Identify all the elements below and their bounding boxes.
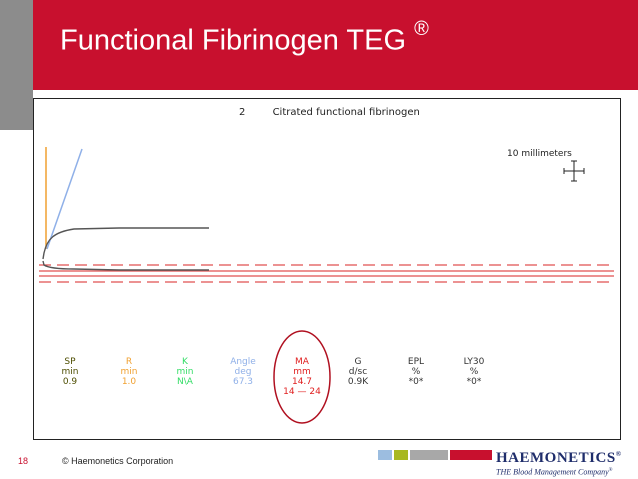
param-unit: % <box>469 367 479 377</box>
param-name: EPL <box>407 357 425 367</box>
teg-trace-lower <box>42 260 209 271</box>
param-unit: deg <box>234 367 252 377</box>
param-value: 67.3 <box>232 377 254 387</box>
swatch <box>394 450 408 460</box>
param-value: 1.0 <box>121 377 137 387</box>
logo-brand: HAEMONETICS® <box>496 450 622 466</box>
slide-title: Functional Fibrinogen TEG ® <box>60 18 429 58</box>
logo-tagline: THE Blood Management Company® <box>496 467 613 477</box>
slide-title-text: Functional Fibrinogen TEG <box>60 24 407 57</box>
swatch <box>378 450 392 460</box>
param-unit: % <box>411 367 421 377</box>
param-value: N\A <box>177 377 193 387</box>
param-value: *0* <box>466 377 482 387</box>
param-value: 0.9K <box>347 377 369 387</box>
registered-mark: ® <box>414 18 429 40</box>
param-range: 14 — 24 <box>283 387 321 397</box>
slide-number: 18 <box>18 456 29 466</box>
channel-number: 2 <box>239 107 246 118</box>
title-bar <box>33 0 638 90</box>
param-name: Angle <box>230 357 256 367</box>
angle-line <box>46 148 83 250</box>
scale-label: 10 millimeters <box>507 149 572 159</box>
param-unit: d/sc <box>348 367 368 377</box>
param-sp: SP min 0.9 <box>45 357 95 387</box>
param-name: G <box>354 357 362 367</box>
panel-title: Citrated functional fibrinogen <box>272 107 420 118</box>
panel-header: 2 Citrated functional fibrinogen <box>239 107 420 118</box>
param-unit: min <box>120 367 138 377</box>
copyright-text: © Haemonetics Corporation <box>62 456 174 466</box>
swatch <box>450 450 492 460</box>
param-angle: Angle deg 67.3 <box>218 357 268 387</box>
param-ly30: LY30 % *0* <box>449 357 499 387</box>
ma-highlight-circle <box>273 330 331 424</box>
haemonetics-logo: HAEMONETICS® THE Blood Management Compan… <box>496 446 636 477</box>
param-unit: mm <box>293 367 311 377</box>
param-name: R <box>125 357 133 367</box>
param-value: *0* <box>408 377 424 387</box>
side-gray-block <box>0 0 33 130</box>
param-k: K min N\A <box>160 357 210 387</box>
param-value: 0.9 <box>62 377 78 387</box>
teg-trace-upper <box>42 227 209 260</box>
param-unit: min <box>61 367 79 377</box>
param-value: 14.7 <box>291 377 313 387</box>
param-name: LY30 <box>463 357 485 367</box>
param-epl: EPL % *0* <box>391 357 441 387</box>
param-name: SP <box>64 357 76 367</box>
parameter-table: SP min 0.9 R min 1.0 K min N\A Angle deg… <box>34 357 622 417</box>
param-r: R min 1.0 <box>104 357 154 387</box>
teg-tracing <box>39 147 614 424</box>
param-ma: MA mm 14.7 14 — 24 <box>277 357 327 397</box>
teg-tracing-panel: 2 Citrated functional fibrinogen 10 mill… <box>33 98 621 440</box>
param-name: K <box>182 357 188 367</box>
param-g: G d/sc 0.9K <box>333 357 383 387</box>
swatch <box>410 450 448 460</box>
param-unit: min <box>176 367 194 377</box>
scale-crosshair-icon <box>563 160 585 182</box>
param-name: MA <box>295 357 309 367</box>
